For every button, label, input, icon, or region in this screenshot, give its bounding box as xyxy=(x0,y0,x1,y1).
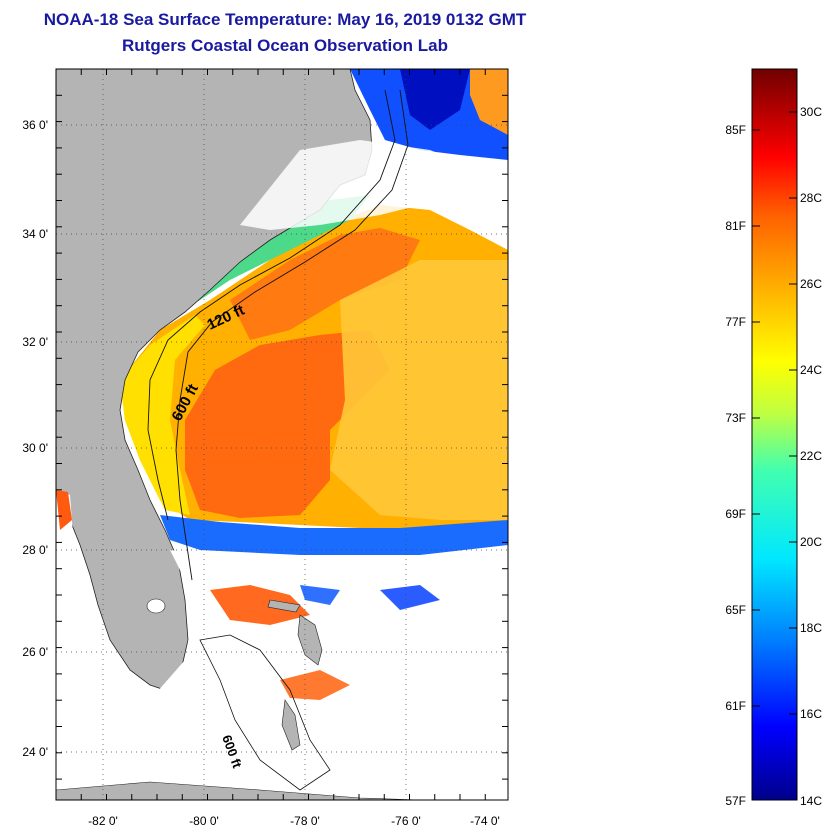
fahrenheit-label: 69F xyxy=(725,507,746,521)
ocean-hot-core xyxy=(185,330,390,518)
ocean-patchy-east xyxy=(330,260,508,520)
celsius-label: 16C xyxy=(800,707,822,721)
fahrenheit-labels: 85F 81F 77F 73F 69F 65F 61F 57F xyxy=(725,123,746,808)
lat-label: 36 0' xyxy=(22,118,48,132)
map-title: NOAA-18 Sea Surface Temperature: May 16,… xyxy=(43,10,527,29)
lat-label: 34 0' xyxy=(22,227,48,241)
color-bar: 85F 81F 77F 73F 69F 65F 61F 57F 30C 28C … xyxy=(725,68,822,808)
lat-label: 28 0' xyxy=(22,543,48,557)
lake-okeechobee xyxy=(146,598,166,614)
fahrenheit-label: 73F xyxy=(725,411,746,425)
map-panel: 120 ft 600 ft 600 ft xyxy=(56,69,508,800)
isobath-120ft xyxy=(147,89,396,521)
ocean-shelf-yellow xyxy=(120,315,205,515)
lon-label: -82 0' xyxy=(88,814,118,828)
ocean-north-warm xyxy=(470,69,508,135)
celsius-label: 22C xyxy=(800,449,822,463)
map-tick-marks xyxy=(55,68,508,800)
ocean-gulfstream-band xyxy=(230,228,420,340)
lon-label: -74 0' xyxy=(470,814,500,828)
map-frame xyxy=(55,68,509,801)
fahrenheit-label: 77F xyxy=(725,315,746,329)
lon-label: -78 0' xyxy=(290,814,320,828)
lat-label: 30 0' xyxy=(22,441,48,455)
celsius-label: 18C xyxy=(800,621,822,635)
map-subtitle: Rutgers Coastal Ocean Observation Lab xyxy=(122,36,448,55)
latitude-labels: 36 0' 34 0' 32 0' 30 0' 28 0' 26 0' 24 0… xyxy=(22,118,48,759)
cloud-south xyxy=(56,550,508,800)
fahrenheit-label: 61F xyxy=(725,699,746,713)
cloud-north xyxy=(240,140,480,230)
longitude-labels: -82 0' -80 0' -78 0' -76 0' -74 0' xyxy=(88,814,500,828)
fahrenheit-label: 85F xyxy=(725,123,746,137)
lon-label: -76 0' xyxy=(391,814,421,828)
celsius-label: 24C xyxy=(800,363,822,377)
celsius-label: 28C xyxy=(800,191,822,205)
gulf-edge xyxy=(56,490,95,700)
bahamas-warm-patch xyxy=(210,585,310,625)
graticule xyxy=(56,69,508,800)
celsius-label: 14C xyxy=(800,794,822,808)
fahrenheit-label: 65F xyxy=(725,603,746,617)
celsius-label: 30C xyxy=(800,105,822,119)
ocean-cold-north-core xyxy=(400,69,470,130)
fahrenheit-label: 81F xyxy=(725,219,746,233)
celsius-label: 20C xyxy=(800,535,822,549)
land-bahamas xyxy=(297,614,323,666)
lat-label: 24 0' xyxy=(22,745,48,759)
celsius-label: 26C xyxy=(800,277,822,291)
fahrenheit-label: 57F xyxy=(725,794,746,808)
lat-label: 26 0' xyxy=(22,645,48,659)
land-cuba xyxy=(56,781,421,800)
lon-label: -80 0' xyxy=(189,814,219,828)
isobath-600ft xyxy=(175,89,409,581)
lat-label: 32 0' xyxy=(22,335,48,349)
isobath-bahamas xyxy=(199,634,331,791)
color-bar-gradient xyxy=(751,68,798,801)
celsius-labels: 30C 28C 26C 24C 22C 20C 18C 16C 14C xyxy=(800,105,822,808)
ocean-cool-band xyxy=(160,515,508,555)
